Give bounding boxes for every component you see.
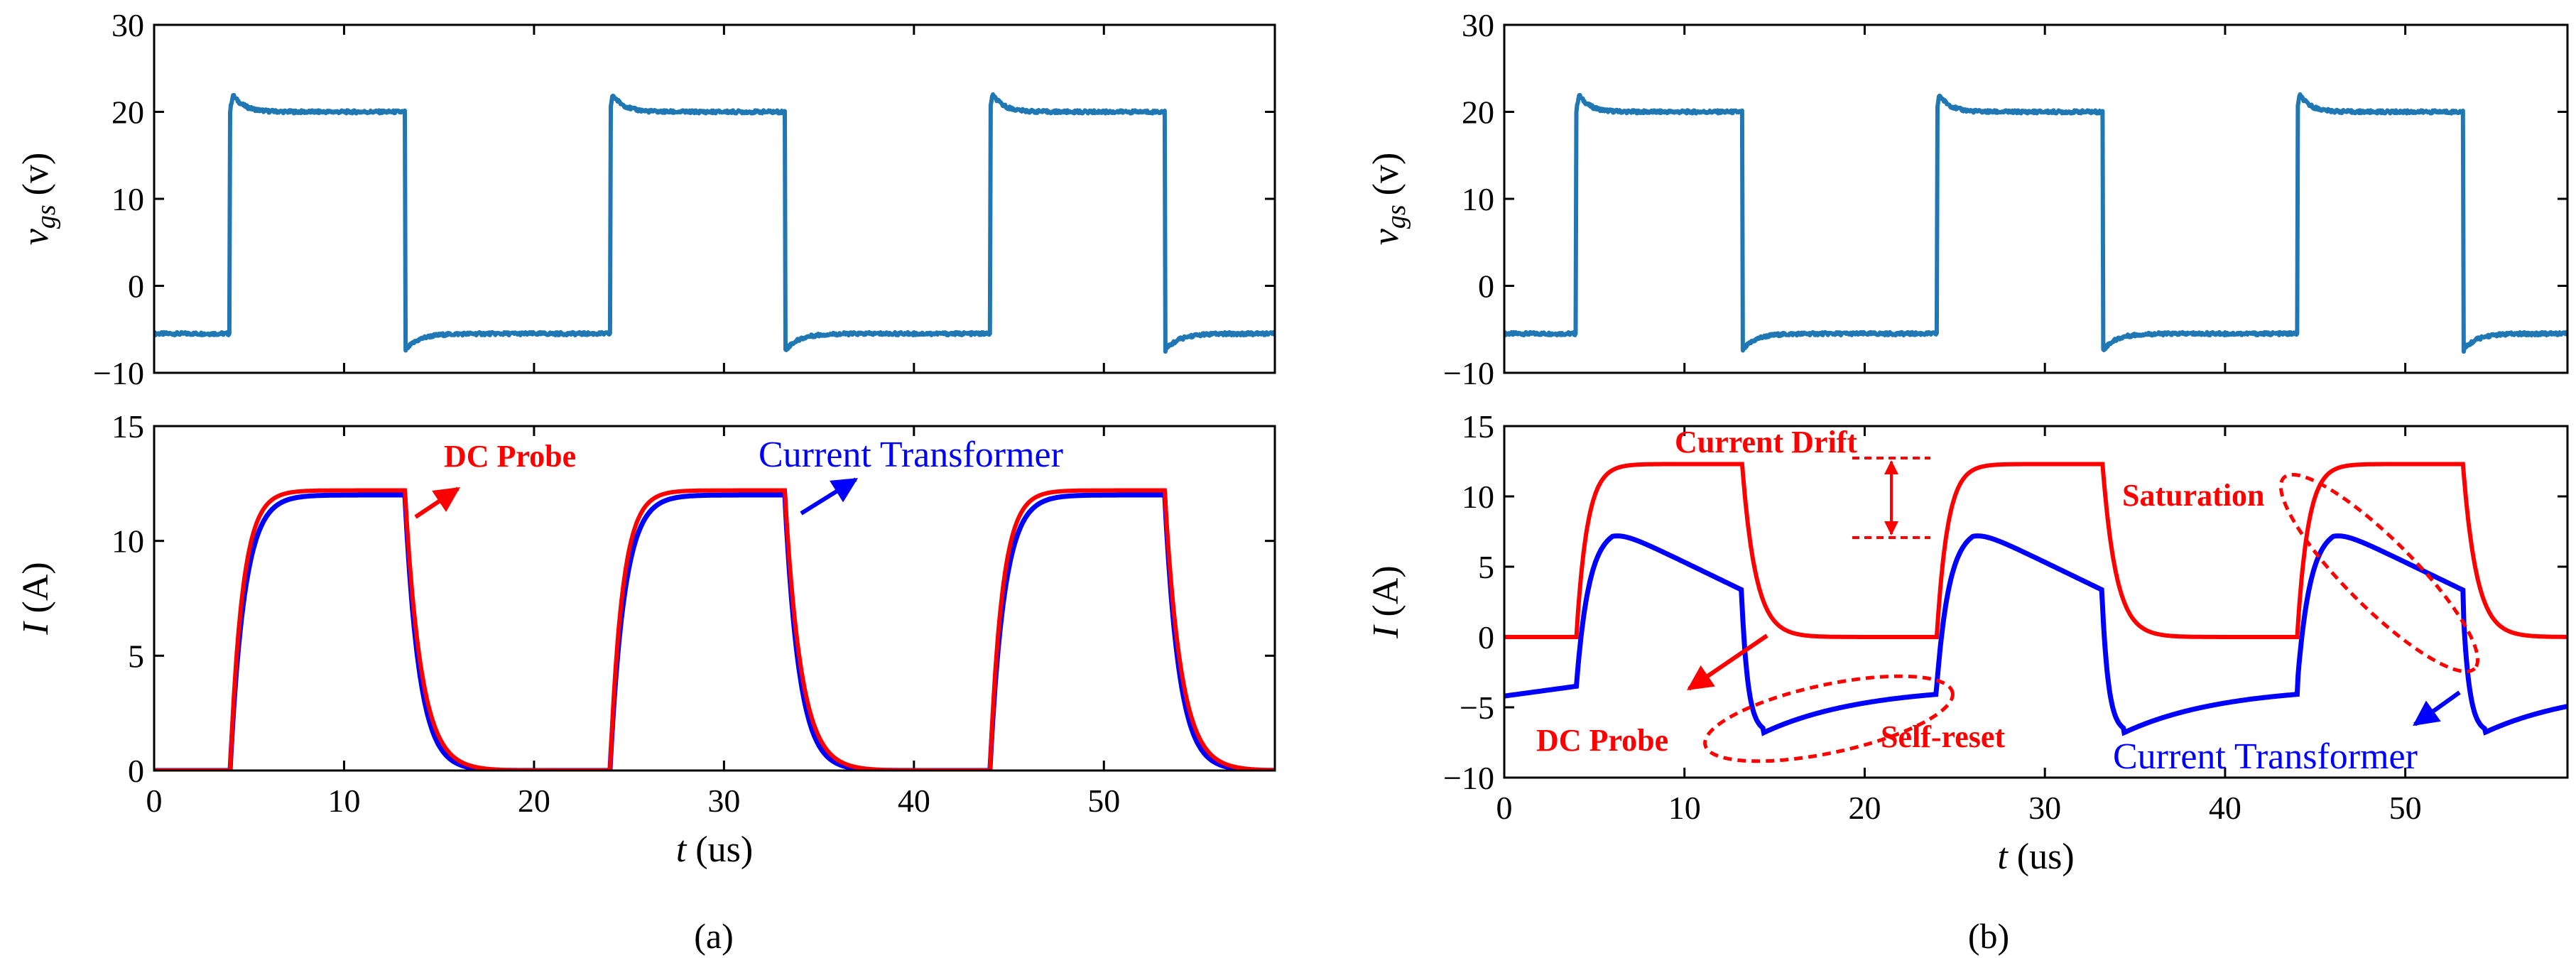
ylabel-b-top: vgs (v) — [1366, 153, 1411, 246]
annotations-a: DC Probe Current Transformer — [414, 435, 1063, 519]
ytick-label-a-bottom: 10 — [112, 523, 144, 560]
xtick-label-b-bottom: 0 — [1496, 790, 1513, 826]
panel-a-top: 30 20 10 0 −10 vgs (v) — [16, 7, 1276, 391]
annotations-b: Current Drift Saturation DC Probe Self-r… — [1536, 425, 2480, 777]
axes-frame-b-bottom — [1503, 425, 2569, 779]
xtick-label-a-bottom: 40 — [898, 783, 930, 819]
ytick-label-b-bottom: −10 — [1443, 760, 1494, 796]
ytick-label-a-top: 20 — [112, 94, 144, 131]
xtick-label-a-bottom: 0 — [146, 783, 163, 819]
xtick-label-b-bottom: 40 — [2209, 790, 2241, 826]
ytick-label-a-bottom: 0 — [128, 753, 144, 789]
ytick-label-b-bottom: 15 — [1462, 408, 1494, 445]
ytick-label-a-bottom: 15 — [112, 408, 144, 445]
dc-probe-trace — [1504, 462, 2567, 639]
panel-b-top: 30 20 10 0 −10 vgs (v) — [1366, 7, 2569, 391]
arrow-a-dc-probe — [414, 486, 460, 519]
axes-frame-a-bottom — [153, 425, 1276, 772]
arrow-b-dc-probe — [1687, 633, 1768, 691]
xtick-label-a-bottom: 20 — [518, 783, 550, 819]
xtick-label-b-bottom: 10 — [1668, 790, 1701, 826]
ct-trace — [1504, 533, 2567, 736]
xtick-label-a-bottom: 10 — [327, 783, 360, 819]
xtick-label-b-bottom: 20 — [1848, 790, 1881, 826]
ytick-label-b-top: 0 — [1478, 268, 1494, 305]
ytick-label-a-bottom: 5 — [128, 638, 144, 674]
ylabel-a-bottom: I (A) — [16, 562, 56, 636]
arrow-b-ct — [2413, 690, 2461, 726]
caption-a: (a) — [694, 916, 734, 956]
caption-b: (b) — [1968, 916, 2009, 956]
ytick-label-b-top: −10 — [1443, 355, 1494, 391]
label-b-self-reset: Self-reset — [1881, 719, 2005, 754]
ylabel-a-top: vgs (v) — [16, 153, 61, 246]
vgs-trace — [1504, 92, 2567, 354]
saturation-ellipse — [2278, 472, 2480, 674]
xlabel-a-bottom: t (us) — [676, 829, 753, 870]
ytick-label-b-bottom: −5 — [1460, 690, 1494, 726]
ytick-label-b-top: 30 — [1462, 7, 1494, 43]
xlabel-b-bottom: t (us) — [1997, 837, 2074, 877]
axes-frame-a-top — [153, 23, 1276, 374]
ytick-label-b-bottom: 5 — [1478, 549, 1494, 585]
plot-area-a-bottom — [154, 488, 1275, 771]
ytick-label-a-top: 30 — [112, 7, 144, 43]
ytick-label-a-top: −10 — [93, 355, 144, 391]
label-a-dc-probe: DC Probe — [444, 439, 576, 474]
ytick-label-a-top: 10 — [112, 181, 144, 217]
ytick-label-a-top: 0 — [128, 268, 144, 305]
plot-area-a-top — [154, 92, 1275, 354]
ylabel-b-bottom: I (A) — [1366, 565, 1406, 639]
xtick-label-a-bottom: 50 — [1087, 783, 1120, 819]
label-b-saturation: Saturation — [2122, 478, 2264, 513]
label-b-dc-probe: DC Probe — [1536, 723, 1668, 758]
xtick-label-b-bottom: 30 — [2028, 790, 2061, 826]
ytick-label-b-bottom: 0 — [1478, 619, 1494, 655]
ytick-label-b-top: 10 — [1462, 181, 1494, 217]
label-b-ct: Current Transformer — [2113, 736, 2418, 777]
ct-trace — [154, 492, 1275, 771]
label-b-current-drift: Current Drift — [1675, 425, 1857, 459]
vgs-trace — [154, 92, 1275, 354]
plot-area-b-top — [1504, 92, 2567, 354]
axes-frame-b-top — [1503, 23, 2569, 374]
ytick-label-b-top: 20 — [1462, 94, 1494, 131]
xtick-label-b-bottom: 50 — [2389, 790, 2422, 826]
xtick-label-a-bottom: 30 — [707, 783, 740, 819]
dc-probe-trace — [154, 488, 1275, 771]
arrow-a-ct — [800, 477, 859, 516]
ytick-label-b-bottom: 10 — [1462, 479, 1494, 515]
plot-area-b-bottom — [1504, 462, 2567, 736]
self-reset-ellipse — [1703, 674, 1955, 763]
label-a-ct: Current Transformer — [759, 435, 1063, 475]
